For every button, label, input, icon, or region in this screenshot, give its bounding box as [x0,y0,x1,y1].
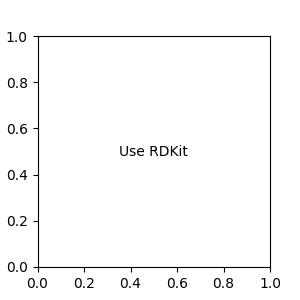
Text: Use RDKit: Use RDKit [119,145,188,158]
